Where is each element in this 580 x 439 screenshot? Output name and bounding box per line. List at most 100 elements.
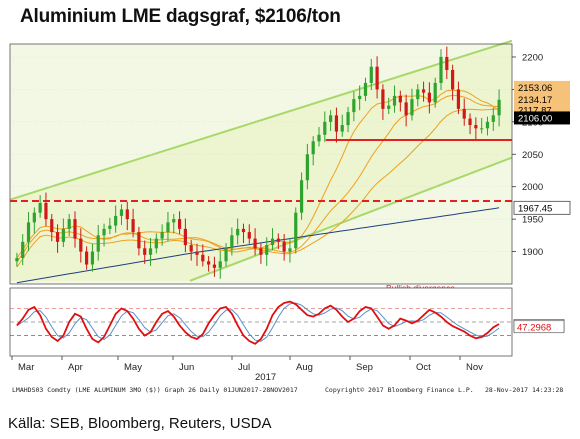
x-tick-label: Apr [68, 362, 83, 373]
chart-title: Aluminium LME dagsgraf, $2106/ton [20, 6, 341, 27]
candle-body [26, 222, 31, 242]
x-tick-label: Aug [296, 362, 313, 373]
candle-body [148, 248, 153, 255]
candle-body [375, 66, 379, 90]
price-panel: Bullish divergence [9, 39, 513, 293]
candle-body [294, 212, 298, 249]
candle-body [15, 258, 19, 262]
oscillator-line [16, 300, 500, 345]
candle-body [143, 248, 147, 255]
candle-body [131, 219, 135, 233]
candle-body [177, 219, 182, 229]
candle-body [50, 219, 54, 233]
candle-body [183, 228, 187, 246]
y-tick-label: 1900 [522, 247, 543, 258]
candle-body [433, 82, 437, 103]
footer-copyright: Copyright© 2017 Bloomberg Finance L.P. [325, 386, 474, 394]
candle-body [85, 251, 89, 265]
candle-body [276, 238, 280, 242]
candle-body [387, 105, 391, 109]
candle-body [427, 92, 431, 103]
y-tick-label: 1950 [522, 215, 543, 226]
candle-body [305, 154, 309, 181]
candle-body [381, 89, 385, 109]
candle-body [334, 115, 339, 132]
x-tick-label: Jun [179, 362, 194, 373]
bloomberg-chart: Bullish divergence 190019502000205021002… [9, 39, 571, 394]
oscillator-value-badge: 47.2968 [517, 322, 551, 333]
footer-timestamp: 28-Nov-2017 14:23:28 [485, 386, 563, 394]
ma-badge-bg [514, 80, 570, 94]
candle-body [491, 115, 495, 122]
long-ma-badge-bg [513, 200, 571, 215]
candle-body [445, 56, 449, 70]
ma-badge-bg [514, 93, 570, 107]
candle-body [102, 228, 106, 236]
candle-body [236, 228, 240, 236]
candle-body [172, 219, 176, 223]
candle-body [317, 134, 321, 142]
candle-body [398, 95, 402, 103]
candle-body [44, 202, 48, 220]
x-tick-label: Nov [466, 362, 483, 373]
candle-body [462, 108, 466, 119]
x-tick-label: Sep [356, 362, 373, 373]
candle-body [439, 56, 443, 83]
candle-body [224, 248, 228, 262]
candle-body [218, 261, 222, 268]
candle-body [166, 222, 170, 233]
candle-body [253, 238, 257, 249]
candle-body [32, 212, 36, 223]
candle-body [119, 209, 124, 216]
candle-body [137, 232, 141, 249]
ma-badge: 2117.87 [518, 106, 552, 117]
candle-body [270, 238, 275, 246]
candle-body [480, 128, 484, 130]
price-panel-border [9, 43, 513, 285]
ma-badge: 2153.06 [518, 83, 552, 94]
candle-body [96, 235, 100, 252]
candle-body [282, 241, 286, 252]
candle-body [323, 121, 327, 135]
candle-body [311, 141, 315, 155]
y-tick-label: 2200 [522, 52, 543, 63]
candle-body [21, 241, 25, 259]
candle-body [114, 215, 118, 226]
candle-body [451, 69, 455, 90]
last-price-badge-bg [514, 111, 570, 125]
candle-body [340, 125, 344, 132]
ma-badge: 2134.17 [518, 95, 552, 106]
candle-body [299, 180, 304, 213]
candle-body [61, 228, 65, 242]
candle-body [201, 254, 205, 262]
candle-body [468, 118, 472, 126]
candle-body [346, 112, 350, 126]
channel-fill [10, 40, 512, 281]
long-ma-badge: 1967.45 [518, 203, 552, 214]
candle-body [73, 219, 77, 239]
candle-body [259, 248, 263, 255]
candle-body [125, 209, 129, 220]
source-note: Källa: SEB, Bloomberg, Reuters, USDA [8, 415, 272, 432]
candle-body [416, 89, 420, 100]
oscillator-value-badge-bg [513, 320, 565, 334]
candle-body [160, 232, 164, 239]
candle-body [485, 121, 490, 129]
candle-body [79, 238, 83, 252]
candle-body [392, 95, 397, 106]
candle-body [90, 251, 95, 265]
candle-body [241, 228, 246, 233]
candle-body [67, 219, 71, 229]
candle-body [421, 89, 426, 93]
candle-body [154, 238, 158, 249]
year-label: 2017 [255, 372, 276, 383]
candle-body [247, 232, 251, 239]
candle-body [55, 232, 60, 242]
candle-body [404, 102, 408, 116]
candle-body [189, 245, 193, 252]
y-tick-label: 2050 [522, 150, 543, 161]
last-price-badge: 2106.00 [518, 113, 552, 124]
candle-body [207, 261, 211, 265]
candle-body [230, 235, 234, 249]
candle-body [474, 125, 478, 129]
